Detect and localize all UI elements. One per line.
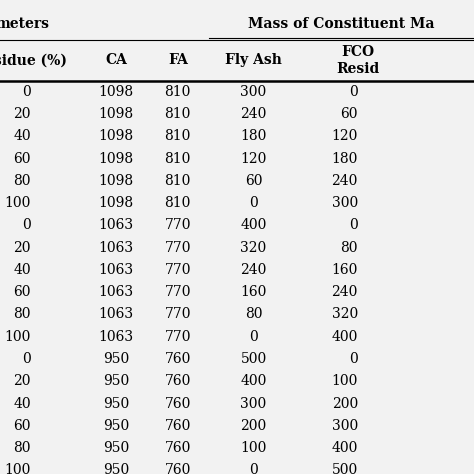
Text: 60: 60 <box>13 419 31 433</box>
Text: 80: 80 <box>245 308 262 321</box>
Text: 810: 810 <box>164 129 191 143</box>
Text: 320: 320 <box>240 241 267 255</box>
Text: 180: 180 <box>240 129 267 143</box>
Text: 0: 0 <box>249 330 258 344</box>
Text: 400: 400 <box>240 374 267 388</box>
Text: 760: 760 <box>164 464 191 474</box>
Text: 160: 160 <box>331 263 358 277</box>
Text: 240: 240 <box>240 107 267 121</box>
Text: 770: 770 <box>164 330 191 344</box>
Text: 400: 400 <box>240 219 267 232</box>
Text: 20: 20 <box>13 374 31 388</box>
Text: 810: 810 <box>164 152 191 165</box>
Text: 1098: 1098 <box>99 196 134 210</box>
Text: 100: 100 <box>4 196 31 210</box>
Text: Mass of Constituent Ma: Mass of Constituent Ma <box>248 17 435 31</box>
Text: 180: 180 <box>331 152 358 165</box>
Text: 770: 770 <box>164 308 191 321</box>
Text: 950: 950 <box>103 441 129 455</box>
Text: 950: 950 <box>103 352 129 366</box>
Text: 1098: 1098 <box>99 107 134 121</box>
Text: 1063: 1063 <box>99 263 134 277</box>
Text: meters: meters <box>0 17 49 31</box>
Text: 760: 760 <box>164 352 191 366</box>
Text: 500: 500 <box>240 352 267 366</box>
Text: 1098: 1098 <box>99 129 134 143</box>
Text: 0: 0 <box>249 464 258 474</box>
Text: esidue (%): esidue (%) <box>0 54 67 67</box>
Text: 950: 950 <box>103 374 129 388</box>
Text: CA: CA <box>105 54 127 67</box>
Text: 80: 80 <box>13 174 31 188</box>
Text: 770: 770 <box>164 263 191 277</box>
Text: 100: 100 <box>4 330 31 344</box>
Text: 200: 200 <box>332 397 358 410</box>
Text: 770: 770 <box>164 219 191 232</box>
Text: 80: 80 <box>13 308 31 321</box>
Text: 300: 300 <box>332 419 358 433</box>
Text: 200: 200 <box>240 419 267 433</box>
Text: 400: 400 <box>331 330 358 344</box>
Text: 60: 60 <box>13 152 31 165</box>
Text: 40: 40 <box>13 397 31 410</box>
Text: 20: 20 <box>13 241 31 255</box>
Text: 760: 760 <box>164 397 191 410</box>
Text: 240: 240 <box>331 174 358 188</box>
Text: 500: 500 <box>332 464 358 474</box>
Text: 80: 80 <box>340 241 358 255</box>
Text: 20: 20 <box>13 107 31 121</box>
Text: Fly Ash: Fly Ash <box>225 54 282 67</box>
Text: 0: 0 <box>349 85 358 99</box>
Text: 1063: 1063 <box>99 241 134 255</box>
Text: 0: 0 <box>22 352 31 366</box>
Text: 300: 300 <box>332 196 358 210</box>
Text: 120: 120 <box>240 152 267 165</box>
Text: 60: 60 <box>13 285 31 299</box>
Text: 0: 0 <box>22 219 31 232</box>
Text: 0: 0 <box>249 196 258 210</box>
Text: 160: 160 <box>240 285 267 299</box>
Text: 810: 810 <box>164 196 191 210</box>
Text: 0: 0 <box>22 85 31 99</box>
Text: 1063: 1063 <box>99 308 134 321</box>
Text: 1063: 1063 <box>99 285 134 299</box>
Text: 1098: 1098 <box>99 152 134 165</box>
Text: 300: 300 <box>240 397 267 410</box>
Text: 300: 300 <box>240 85 267 99</box>
Text: 0: 0 <box>349 219 358 232</box>
Text: FCO
Resid: FCO Resid <box>336 46 380 75</box>
Text: 950: 950 <box>103 464 129 474</box>
Text: 400: 400 <box>331 441 358 455</box>
Text: FA: FA <box>168 54 188 67</box>
Text: 760: 760 <box>164 419 191 433</box>
Text: 40: 40 <box>13 263 31 277</box>
Text: 240: 240 <box>240 263 267 277</box>
Text: 100: 100 <box>4 464 31 474</box>
Text: 810: 810 <box>164 85 191 99</box>
Text: 760: 760 <box>164 374 191 388</box>
Text: 770: 770 <box>164 285 191 299</box>
Text: 320: 320 <box>332 308 358 321</box>
Text: 40: 40 <box>13 129 31 143</box>
Text: 0: 0 <box>349 352 358 366</box>
Text: 60: 60 <box>245 174 262 188</box>
Text: 120: 120 <box>331 129 358 143</box>
Text: 1098: 1098 <box>99 174 134 188</box>
Text: 100: 100 <box>240 441 267 455</box>
Text: 80: 80 <box>13 441 31 455</box>
Text: 60: 60 <box>340 107 358 121</box>
Text: 1063: 1063 <box>99 330 134 344</box>
Text: 770: 770 <box>164 241 191 255</box>
Text: 810: 810 <box>164 107 191 121</box>
Text: 950: 950 <box>103 397 129 410</box>
Text: 100: 100 <box>331 374 358 388</box>
Text: 760: 760 <box>164 441 191 455</box>
Text: 1098: 1098 <box>99 85 134 99</box>
Text: 1063: 1063 <box>99 219 134 232</box>
Text: 950: 950 <box>103 419 129 433</box>
Text: 240: 240 <box>331 285 358 299</box>
Text: 810: 810 <box>164 174 191 188</box>
